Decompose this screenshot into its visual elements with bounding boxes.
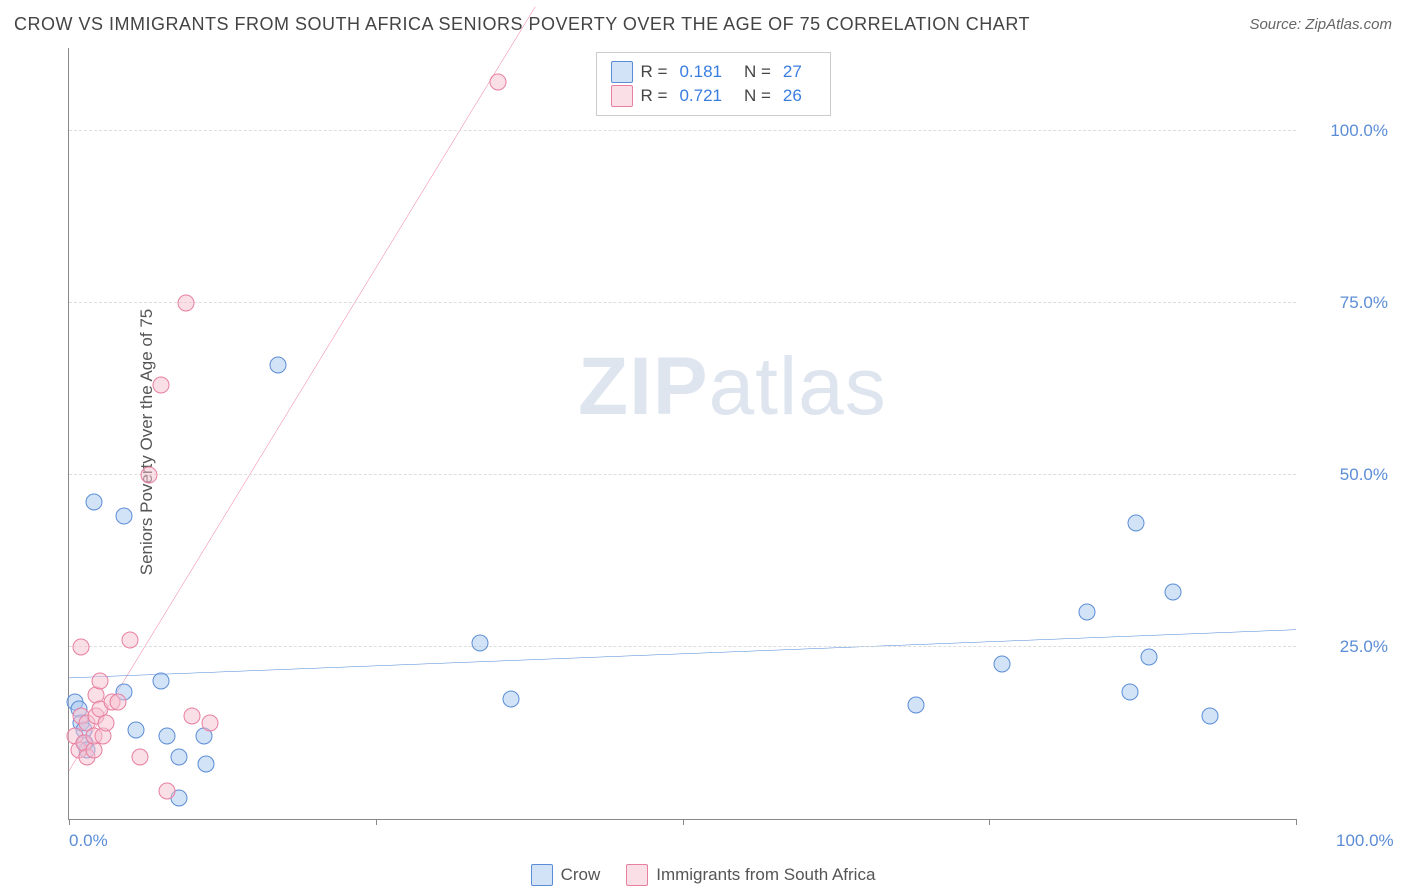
legend-item: Immigrants from South Africa [626,864,875,886]
scatter-point [153,673,170,690]
scatter-point [1079,604,1096,621]
scatter-point [1128,515,1145,532]
stats-box: R = 0.181 N = 27 R = 0.721 N = 26 [596,52,831,116]
grid-line-h [69,646,1296,647]
scatter-point [128,721,145,738]
stats-r-value: 0.721 [679,86,722,106]
x-tick-mark [683,819,684,825]
scatter-point [122,632,139,649]
scatter-point [177,294,194,311]
scatter-point [490,74,507,91]
stats-n-label: N = [744,86,771,106]
y-tick-label: 50.0% [1340,465,1388,485]
scatter-point [183,707,200,724]
trend-line [69,630,1296,678]
legend-swatch [626,864,648,886]
stats-n-value: 26 [783,86,802,106]
stats-row: R = 0.181 N = 27 [611,61,816,83]
scatter-point [171,749,188,766]
legend-label: Crow [561,865,601,885]
grid-line-h [69,130,1296,131]
scatter-point [1140,649,1157,666]
scatter-point [97,714,114,731]
stats-swatch [611,61,633,83]
scatter-point [91,673,108,690]
scatter-point [907,697,924,714]
scatter-point [159,783,176,800]
y-tick-label: 75.0% [1340,293,1388,313]
scatter-point [269,356,286,373]
stats-n-label: N = [744,62,771,82]
legend-item: Crow [531,864,601,886]
stats-r-label: R = [641,62,668,82]
scatter-point [1165,583,1182,600]
scatter-point [159,728,176,745]
legend-label: Immigrants from South Africa [656,865,875,885]
scatter-point [472,635,489,652]
scatter-point [198,755,215,772]
scatter-point [202,714,219,731]
grid-line-h [69,474,1296,475]
scatter-point [1122,683,1139,700]
legend-bottom: Crow Immigrants from South Africa [0,864,1406,886]
stats-row: R = 0.721 N = 26 [611,85,816,107]
scatter-point [110,693,127,710]
legend-swatch [531,864,553,886]
scatter-point [85,494,102,511]
chart-title: CROW VS IMMIGRANTS FROM SOUTH AFRICA SEN… [14,14,1030,35]
chart-area: Seniors Poverty Over the Age of 75 ZIPat… [52,48,1394,836]
scatter-point [502,690,519,707]
stats-r-value: 0.181 [679,62,722,82]
scatter-point [116,508,133,525]
trend-lines-svg [69,48,1296,819]
x-tick-label-right: 100.0% [1336,831,1394,851]
stats-n-value: 27 [783,62,802,82]
grid-line-h [69,302,1296,303]
y-tick-label: 100.0% [1330,121,1388,141]
x-tick-mark [69,819,70,825]
scatter-point [153,377,170,394]
plot-region: ZIPatlas 25.0%50.0%75.0%100.0%0.0%100.0% [68,48,1296,820]
scatter-point [140,466,157,483]
trend-line [69,7,535,771]
x-tick-mark [989,819,990,825]
stats-r-label: R = [641,86,668,106]
y-tick-label: 25.0% [1340,637,1388,657]
x-tick-label-left: 0.0% [69,831,108,851]
scatter-point [1202,707,1219,724]
scatter-point [73,638,90,655]
source-label: Source: ZipAtlas.com [1249,16,1392,33]
x-tick-mark [376,819,377,825]
scatter-point [132,749,149,766]
scatter-point [993,656,1010,673]
stats-swatch [611,85,633,107]
x-tick-mark [1296,819,1297,825]
